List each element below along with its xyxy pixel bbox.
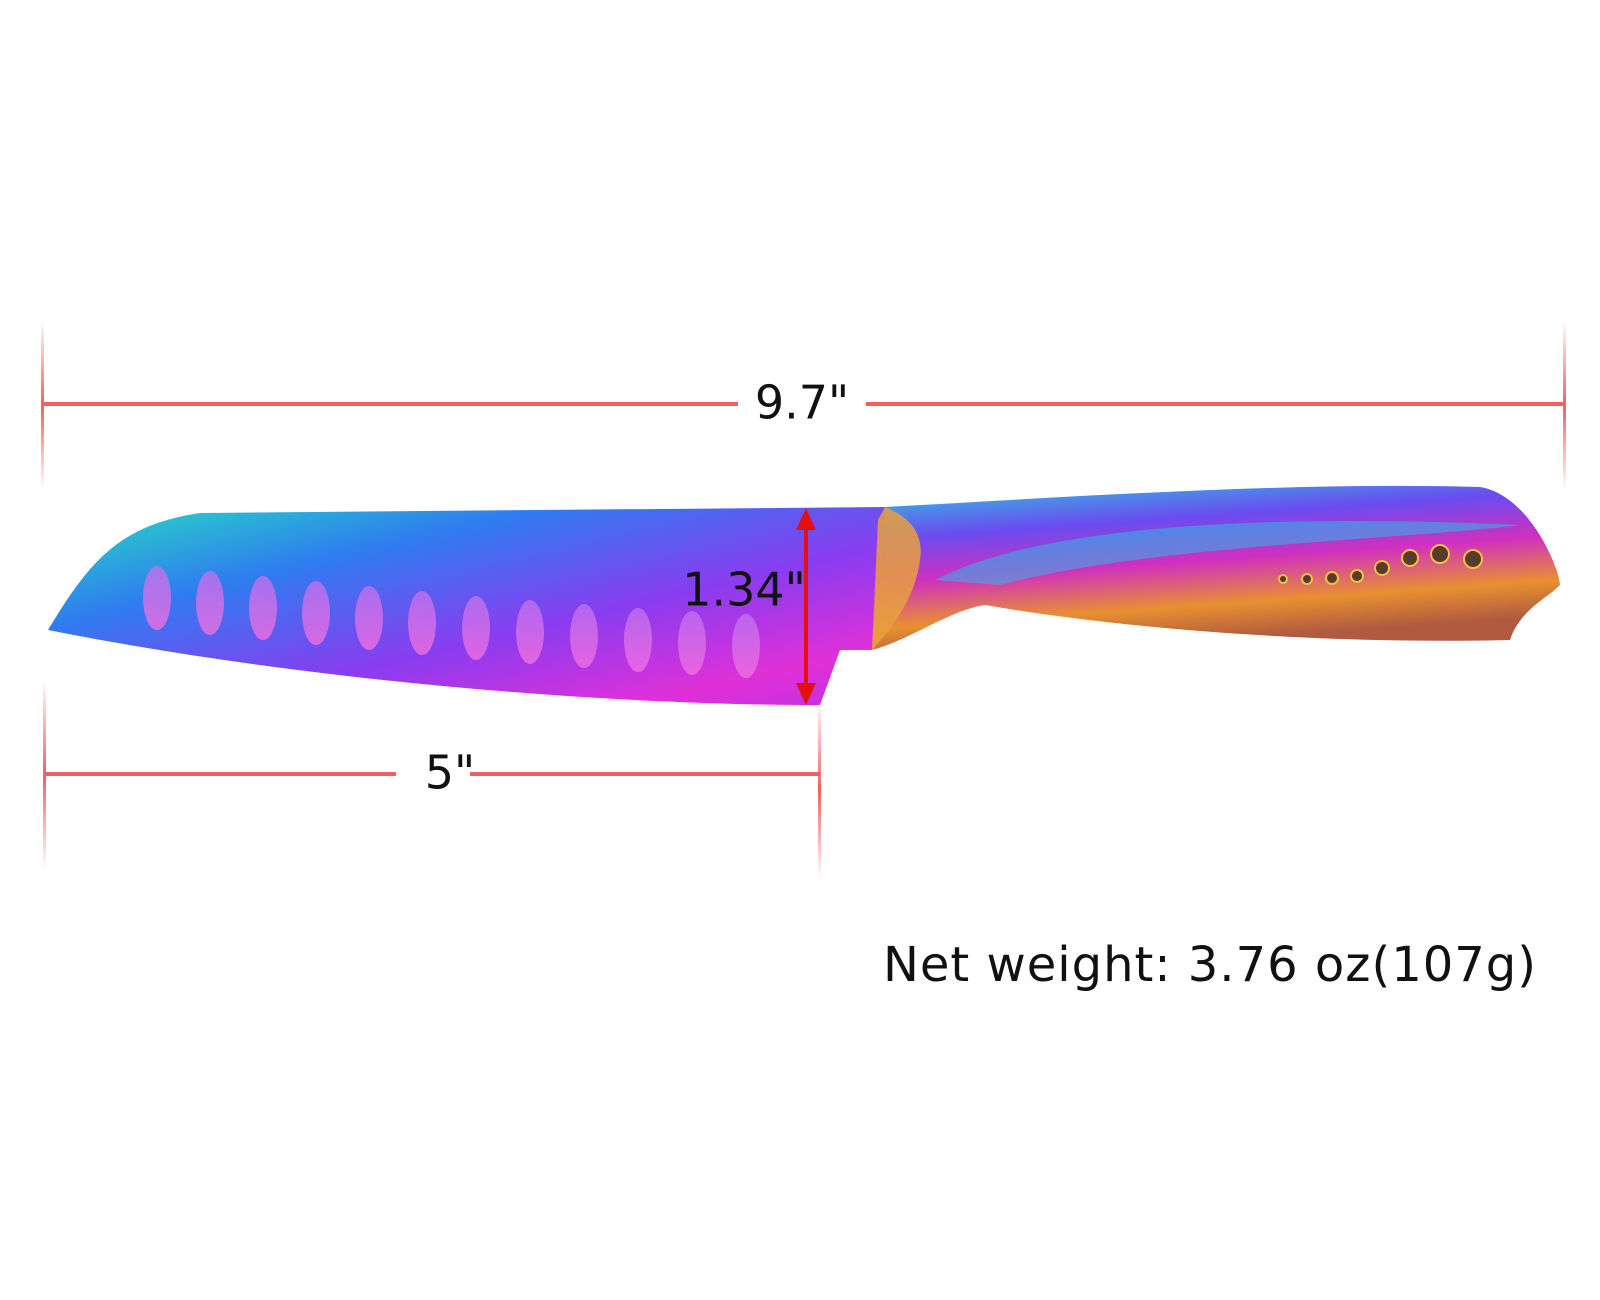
blade-length-dimension: 5" (43, 680, 821, 880)
bolster (872, 507, 921, 650)
overall-length-dimension: 9.7" (41, 320, 1566, 490)
blade-height-label: 1.34" (682, 563, 806, 617)
handle-dots (1278, 544, 1483, 585)
extension-line (818, 700, 821, 880)
extension-line (1563, 320, 1566, 490)
net-weight: Net weight: 3.76 oz(107g) (883, 937, 1537, 993)
blade-height-dimension: 1.34" (682, 508, 816, 705)
overall-length-label: 9.7" (755, 376, 849, 430)
blade-dimples (143, 566, 760, 678)
arrow-head (796, 683, 816, 705)
extension-line (41, 320, 44, 490)
blade-length-label: 5" (425, 746, 475, 800)
handle-highlight (935, 520, 1520, 585)
knife (48, 485, 1560, 705)
arrow-head (796, 508, 816, 530)
